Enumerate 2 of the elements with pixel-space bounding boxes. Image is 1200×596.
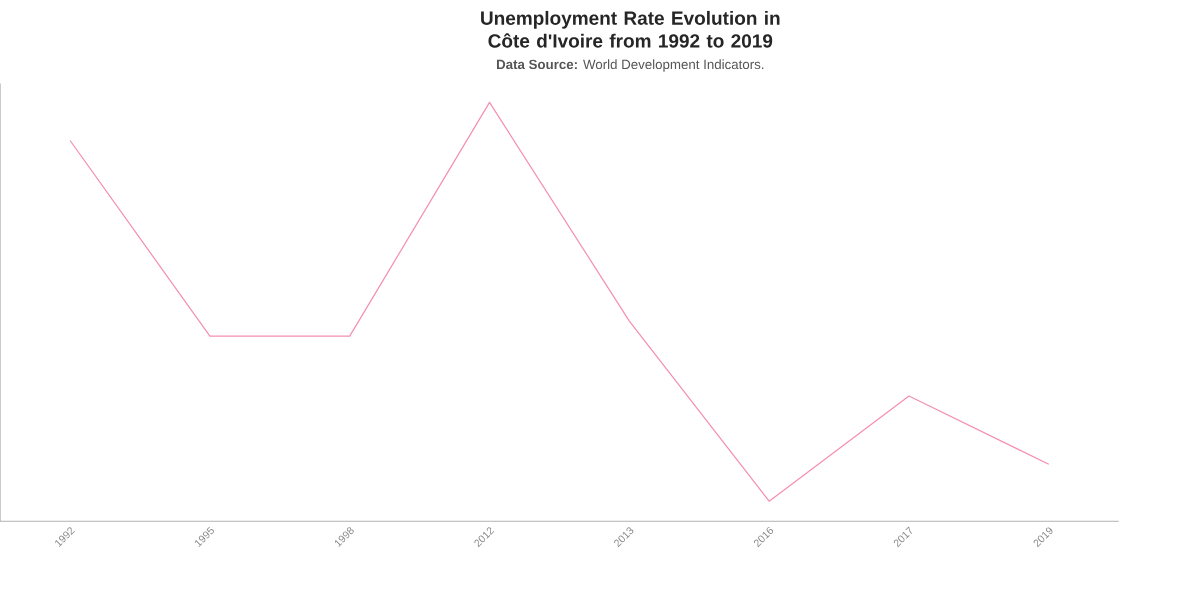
chart-title: Unemployment Rate Evolution in Côte d'Ivoire from 1992 to 2019 — [481, 10, 780, 48]
chart-subtitle: Data Source: World Development Indicators. — [496, 59, 764, 72]
